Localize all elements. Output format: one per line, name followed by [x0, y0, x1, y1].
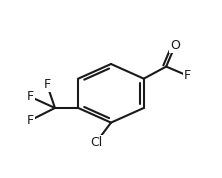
- Text: O: O: [170, 39, 180, 52]
- Text: Cl: Cl: [90, 136, 103, 149]
- Text: F: F: [184, 69, 191, 82]
- Text: F: F: [27, 90, 34, 103]
- Text: F: F: [27, 114, 34, 127]
- Text: F: F: [43, 78, 50, 91]
